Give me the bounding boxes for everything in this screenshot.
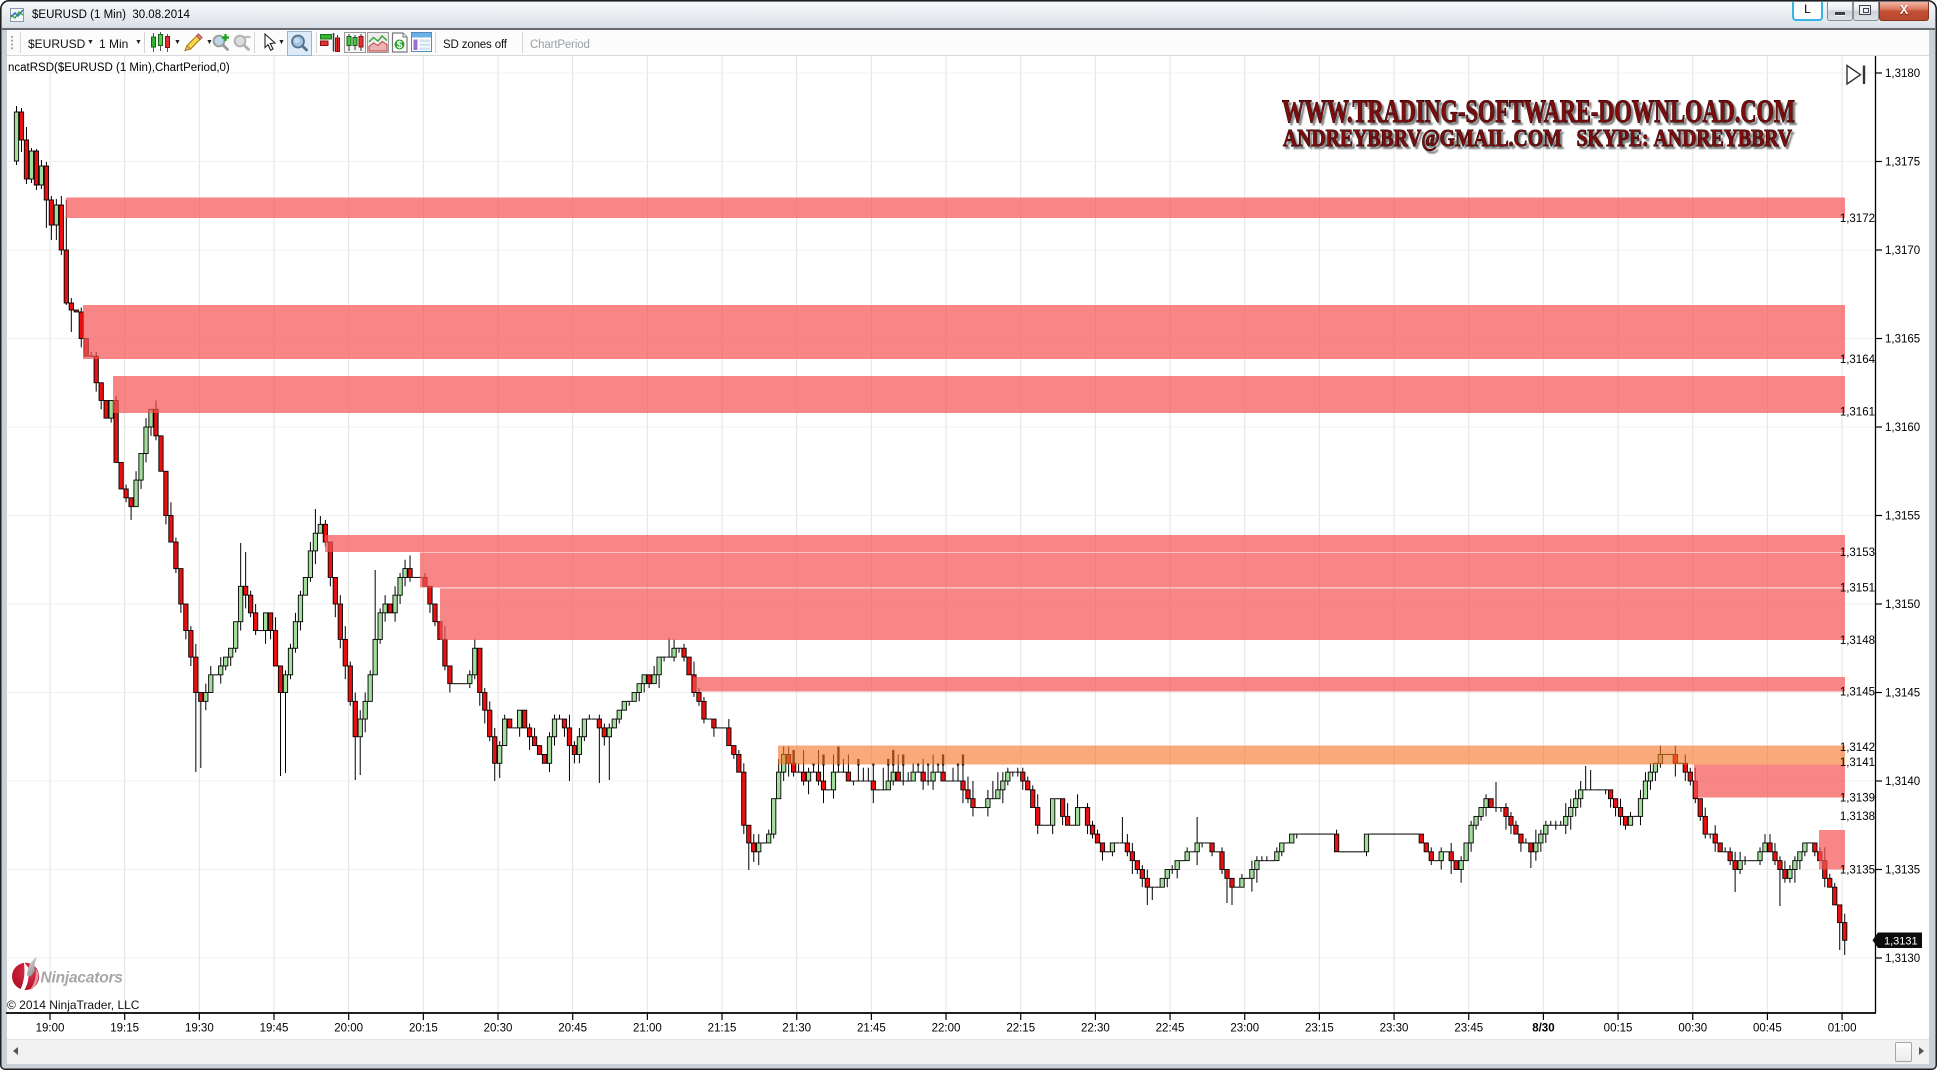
svg-text:01:00: 01:00: [1828, 1023, 1857, 1035]
svg-text:19:15: 19:15: [110, 1023, 139, 1035]
svg-text:1,3180: 1,3180: [1885, 68, 1920, 80]
svg-text:22:45: 22:45: [1156, 1023, 1185, 1035]
svg-text:1,3135: 1,3135: [1840, 865, 1875, 877]
svg-text:20:00: 20:00: [334, 1023, 363, 1035]
svg-text:1,3141: 1,3141: [1840, 757, 1875, 769]
svg-text:22:00: 22:00: [932, 1023, 961, 1035]
svg-text:1,3145: 1,3145: [1840, 687, 1875, 699]
svg-text:20:15: 20:15: [409, 1023, 438, 1035]
svg-text:1,3175: 1,3175: [1885, 157, 1920, 169]
svg-text:19:45: 19:45: [260, 1023, 289, 1035]
svg-text:21:00: 21:00: [633, 1023, 662, 1035]
svg-text:1,3161: 1,3161: [1840, 407, 1875, 419]
svg-text:1,3139: 1,3139: [1840, 793, 1875, 805]
svg-text:23:30: 23:30: [1380, 1023, 1409, 1035]
svg-text:WWW.TRADING-SOFTWARE-DOWNLOAD.: WWW.TRADING-SOFTWARE-DOWNLOAD.COM: [1282, 94, 1795, 130]
svg-text:1,3145: 1,3145: [1885, 688, 1920, 700]
svg-text:23:00: 23:00: [1230, 1023, 1259, 1035]
svg-text:Ninjacators: Ninjacators: [41, 970, 124, 987]
svg-text:21:30: 21:30: [782, 1023, 811, 1035]
svg-text:20:45: 20:45: [558, 1023, 587, 1035]
svg-text:© 2014 NinjaTrader, LLC: © 2014 NinjaTrader, LLC: [7, 998, 140, 1012]
svg-text:20:30: 20:30: [484, 1023, 513, 1035]
svg-text:8/30: 8/30: [1532, 1023, 1554, 1035]
svg-text:1,3151: 1,3151: [1840, 583, 1875, 595]
svg-text:1,3130: 1,3130: [1885, 953, 1920, 965]
svg-text:1,3165: 1,3165: [1885, 334, 1920, 346]
svg-text:21:45: 21:45: [857, 1023, 886, 1035]
svg-text:21:15: 21:15: [708, 1023, 737, 1035]
svg-text:$: $: [397, 39, 403, 51]
svg-text:1,3131: 1,3131: [1884, 936, 1918, 948]
svg-text:19:30: 19:30: [185, 1023, 214, 1035]
svg-text:1,3164: 1,3164: [1840, 354, 1876, 366]
svg-text:23:45: 23:45: [1454, 1023, 1483, 1035]
svg-text:1,3170: 1,3170: [1885, 245, 1920, 257]
svg-text:19:00: 19:00: [36, 1023, 65, 1035]
svg-text:00:30: 00:30: [1678, 1023, 1707, 1035]
svg-text:1,3135: 1,3135: [1885, 865, 1920, 877]
svg-text:1,3148: 1,3148: [1840, 635, 1875, 647]
svg-text:00:45: 00:45: [1753, 1023, 1782, 1035]
svg-text:22:15: 22:15: [1006, 1023, 1035, 1035]
svg-text:1,3140: 1,3140: [1885, 776, 1920, 788]
svg-text:1,3153: 1,3153: [1840, 547, 1875, 559]
svg-text:1,3138: 1,3138: [1840, 811, 1875, 823]
svg-text:1,3160: 1,3160: [1885, 422, 1920, 434]
svg-text:ANDREYBBRV@GMAIL.COM SKYPE:: ANDREYBBRV@GMAIL.COM SKYPE: ANDREYBBRV: [1283, 125, 1792, 152]
svg-text:22:30: 22:30: [1081, 1023, 1110, 1035]
svg-text:1,3150: 1,3150: [1885, 599, 1920, 611]
svg-text:1,3155: 1,3155: [1885, 511, 1920, 523]
svg-text:1,3142: 1,3142: [1840, 742, 1875, 754]
svg-text:ncatRSD($EURUSD (1 Min),ChartP: ncatRSD($EURUSD (1 Min),ChartPeriod,0): [8, 62, 230, 74]
svg-text:00:15: 00:15: [1604, 1023, 1633, 1035]
svg-text:23:15: 23:15: [1305, 1023, 1334, 1035]
svg-text:1,3172: 1,3172: [1840, 213, 1875, 225]
